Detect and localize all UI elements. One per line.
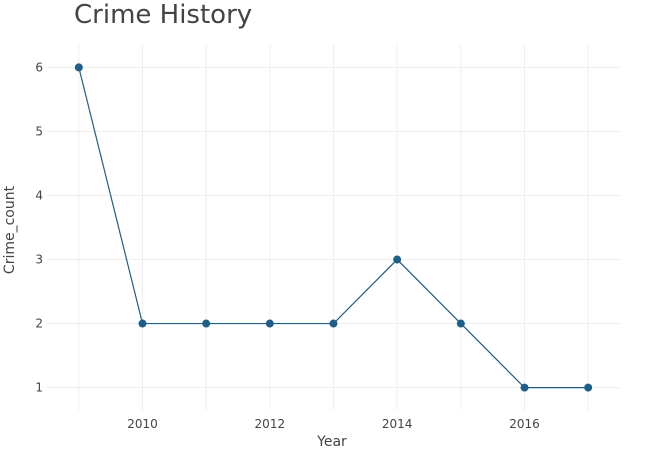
y-tick-label: 4: [35, 188, 43, 202]
y-tick-label: 5: [35, 124, 43, 138]
data-point[interactable]: [329, 319, 338, 328]
y-tick-label: 1: [35, 381, 43, 395]
y-axis-title: Crime_count: [2, 185, 18, 274]
data-point[interactable]: [456, 319, 465, 328]
data-point[interactable]: [393, 255, 402, 264]
x-tick-label: 2010: [127, 417, 158, 431]
data-point[interactable]: [520, 383, 529, 392]
x-tick-labels: 2010 2012 2014 2016: [127, 417, 540, 431]
x-tick-label: 2016: [509, 417, 540, 431]
data-point[interactable]: [74, 63, 83, 72]
data-point[interactable]: [265, 319, 274, 328]
y-tick-labels: 1 2 3 4 5 6: [35, 60, 43, 394]
grid-lines: [47, 45, 620, 410]
data-points[interactable]: [74, 63, 593, 392]
data-point[interactable]: [202, 319, 211, 328]
y-tick-label: 3: [35, 253, 43, 267]
x-axis-title: Year: [316, 434, 347, 450]
data-point[interactable]: [138, 319, 147, 328]
data-point[interactable]: [584, 383, 593, 392]
x-tick-label: 2014: [382, 417, 413, 431]
y-tick-label: 6: [35, 60, 43, 74]
x-tick-label: 2012: [255, 417, 286, 431]
y-tick-label: 2: [35, 317, 43, 331]
chart-title: Crime History: [74, 0, 253, 30]
